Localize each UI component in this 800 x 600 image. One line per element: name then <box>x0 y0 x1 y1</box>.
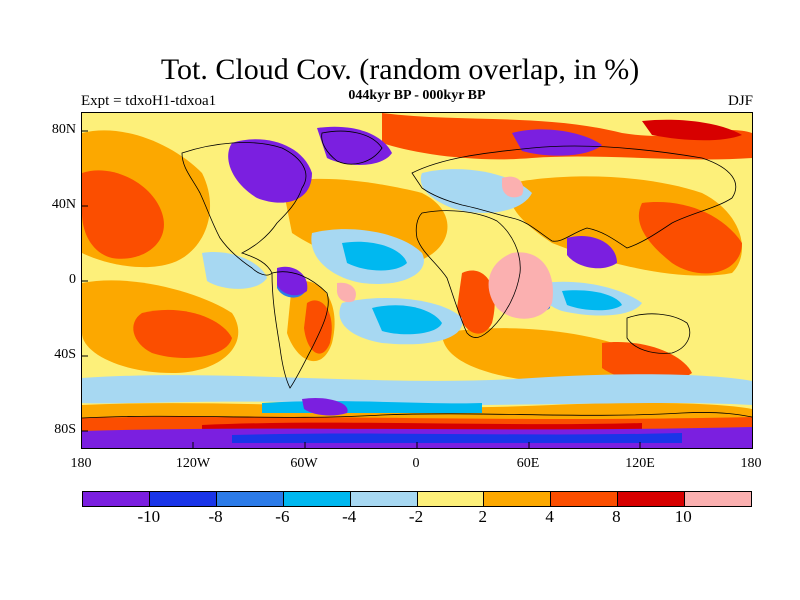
lon-label-180e: 180 <box>740 456 762 471</box>
coast-south-america <box>271 271 329 389</box>
anomaly-map <box>81 112 753 449</box>
lon-label-60e: 60E <box>516 456 540 471</box>
field-purple-south <box>302 397 348 416</box>
map-title: Tot. Cloud Cov. (random overlap, in %) <box>160 53 640 86</box>
coast-eurasia <box>411 145 737 249</box>
colorbar-swatch <box>216 492 284 506</box>
lat-label-0: 0 <box>69 272 76 287</box>
colorbar-swatch <box>417 492 485 506</box>
colorbar-label: -4 <box>342 507 357 526</box>
field-red-spac <box>133 309 232 358</box>
field-cyan-ind <box>562 290 622 311</box>
lat-label-80s: 80S <box>54 422 76 437</box>
colorbar-label: 2 <box>478 507 488 526</box>
field-red-npac <box>82 170 164 259</box>
coastlines <box>82 130 752 419</box>
colorbar-swatch <box>685 492 752 506</box>
colorbar-swatch <box>484 492 552 506</box>
experiment-label: Expt = tdxoH1-tdxoa1 <box>81 93 217 109</box>
colorbar-swatch <box>618 492 686 506</box>
lon-label-120e: 120E <box>625 456 655 471</box>
field-darkred-arctic <box>642 119 742 141</box>
field-darkblue-ant <box>232 433 682 443</box>
field-red-india <box>457 270 495 334</box>
lon-label-0: 0 <box>412 456 420 471</box>
colorbar <box>82 491 752 507</box>
colorbar-label: 4 <box>545 507 554 526</box>
field-cyan-natl <box>342 241 407 271</box>
lat-label-80n: 80N <box>51 122 76 137</box>
lat-label-40n: 40N <box>51 197 76 212</box>
field-red-wpac <box>638 202 742 274</box>
field-lightblue-epac <box>202 252 267 289</box>
colorbar-label: -8 <box>208 507 223 526</box>
coast-antarctica <box>82 412 752 419</box>
colorbar-swatch <box>551 492 619 506</box>
field-purple-siberia <box>512 129 602 156</box>
colorbar-label: -2 <box>408 507 424 526</box>
field-red-sam <box>304 300 332 354</box>
coast-north-america <box>181 142 307 276</box>
field-orange-sind <box>442 328 648 384</box>
colorbar-swatch <box>149 492 217 506</box>
field-purple-na <box>228 139 312 203</box>
field-pink-asia <box>502 176 524 198</box>
field-purple-tibet <box>567 235 617 269</box>
coast-greenland <box>321 130 383 165</box>
field-red-aus <box>602 342 692 383</box>
graticule-ticks <box>82 130 641 448</box>
field-purple-green <box>317 126 392 165</box>
field-pink-sam <box>336 282 357 303</box>
lon-label-180w: 180 <box>70 456 92 471</box>
field-lightblue-south <box>82 374 752 405</box>
colorbar-label: 8 <box>612 507 621 526</box>
lon-label-60w: 60W <box>290 456 318 471</box>
anomaly-fields <box>82 113 752 448</box>
period-subtitle: 044kyr BP - 000kyr BP <box>348 88 486 103</box>
coast-africa <box>415 210 521 338</box>
colorbar-swatch <box>350 492 418 506</box>
lat-label-40s: 40S <box>54 347 76 362</box>
colorbar-label: 10 <box>674 507 692 526</box>
colorbar-label: -10 <box>137 507 161 526</box>
field-pink-africa <box>488 252 553 319</box>
colorbar-swatch <box>83 492 150 506</box>
colorbar-label: -6 <box>275 507 290 526</box>
season-label: DJF <box>727 93 753 109</box>
lon-label-120w: 120W <box>175 456 211 471</box>
field-purple-epac <box>277 266 308 296</box>
field-cyan-atl <box>372 305 442 335</box>
map-canvas <box>82 113 752 448</box>
coast-australia <box>626 313 691 354</box>
colorbar-swatch <box>283 492 351 506</box>
